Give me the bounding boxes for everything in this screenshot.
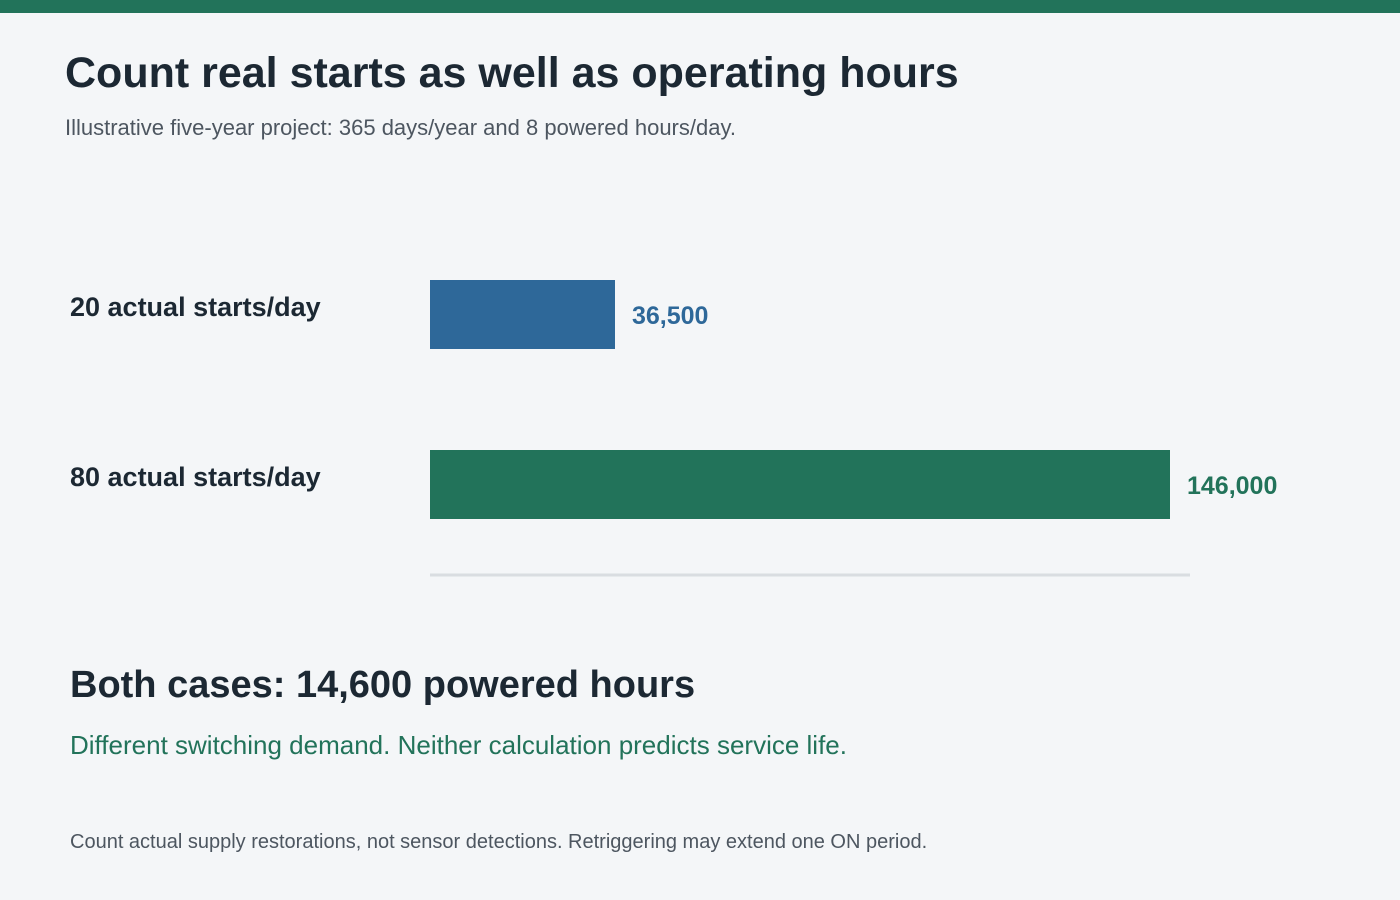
chart-subtitle: Illustrative five-year project: 365 days…: [65, 115, 736, 140]
bar: [430, 450, 1170, 519]
bar: [430, 280, 615, 349]
value-label: 146,000: [1187, 472, 1277, 500]
category-label: 20 actual starts/day: [70, 292, 321, 322]
bar-chart: 20 actual starts/day 36,500 80 actual star…: [70, 280, 1277, 577]
value-label: 36,500: [632, 302, 708, 330]
chart-title: Count real starts as well as operating h…: [65, 49, 959, 97]
top-accent-bar: [0, 0, 1400, 13]
footnote: Count actual supply restorations, not se…: [70, 831, 928, 853]
category-label: 80 actual starts/day: [70, 462, 321, 492]
summary-heading: Both cases: 14,600 powered hours: [70, 664, 696, 706]
summary-note: Different switching demand. Neither calc…: [70, 730, 847, 760]
